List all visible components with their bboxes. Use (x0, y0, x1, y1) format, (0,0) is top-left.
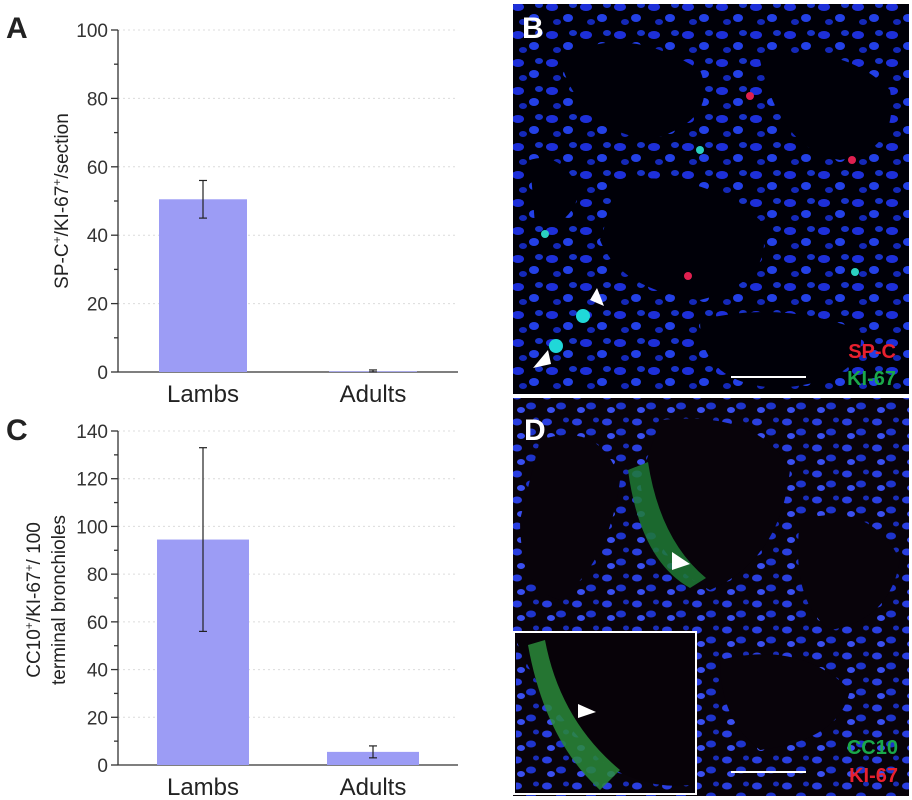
y-tick-label: 100 (76, 21, 108, 42)
panel-label-c: C (6, 414, 28, 447)
y-tick-label: 40 (87, 226, 108, 247)
y-axis-label: CC10+/KI-67+/ 100 (22, 522, 45, 678)
arrowhead-icon (578, 704, 596, 718)
y-axis-label: SP-C+/KI-67+/section (50, 113, 73, 289)
micrograph-b: B SP-C KI-67 (513, 4, 909, 394)
legend-cc10: CC10 (847, 737, 898, 759)
panel-label-d: D (524, 414, 546, 447)
arrowhead-icon (590, 288, 604, 306)
category-label: Lambs (167, 381, 239, 408)
panel-label-a: A (6, 12, 28, 45)
category-label: Adults (340, 774, 407, 800)
legend-sp-c: SP-C (848, 341, 896, 363)
micrograph-d: D CC10 KI-67 (513, 398, 909, 796)
y-tick-label: 20 (87, 295, 108, 316)
panel-label-b: B (522, 12, 544, 45)
y-tick-label: 40 (87, 661, 108, 682)
y-tick-label: 0 (97, 363, 108, 384)
y-tick-label: 60 (87, 158, 108, 179)
y-axis-label-line2: terminal bronchioles (49, 515, 70, 685)
y-tick-label: 80 (87, 89, 108, 110)
arrowhead-icon (672, 552, 690, 570)
category-label: Lambs (167, 774, 239, 800)
bar (159, 199, 247, 372)
bar-chart-a: 0 20 40 60 80 100 Lambs Adults SP-C+/KI-67+/sect… (50, 21, 458, 408)
category-label: Adults (340, 381, 407, 408)
arrowhead-icon (533, 350, 551, 368)
y-tick-label: 20 (87, 708, 108, 729)
y-tick-label: 60 (87, 613, 108, 634)
y-tick-label: 120 (76, 470, 108, 491)
legend-ki-67-d: KI-67 (849, 765, 898, 787)
bar-chart-c: 0 20 40 60 80 100 120 140 Lambs Adults CC10+/KI-67… (22, 422, 458, 800)
y-tick-label: 100 (76, 517, 108, 538)
y-tick-label: 80 (87, 565, 108, 586)
legend-ki-67: KI-67 (847, 368, 896, 390)
y-tick-label: 0 (97, 756, 108, 777)
y-tick-label: 140 (76, 422, 108, 443)
